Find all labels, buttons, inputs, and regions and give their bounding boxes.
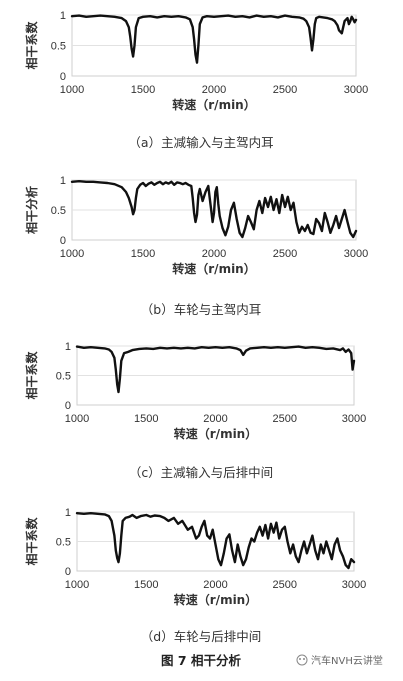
chart-c-xtick-label: 3000	[342, 413, 366, 425]
chart-d-ytick-label: 1	[65, 507, 71, 519]
chart-a: 0 0.5 1 1000 1500 2000 2500 3000 转速（r/min） 相干系数 （a…	[24, 10, 368, 150]
chart-c-coherence-line	[75, 345, 356, 394]
chart-d-x-axis-label: 转速（r/min）	[174, 592, 257, 607]
chart-d-coherence-line	[75, 512, 356, 570]
chart-c-x-axis-label: 转速（r/min）	[174, 426, 257, 441]
chart-c-y-axis-label: 相干系数	[24, 351, 39, 400]
chart-b-coherence-line	[70, 180, 358, 239]
chart-a-coherence-line	[70, 14, 358, 64]
chart-d-y-axis-label: 相干系数	[24, 517, 39, 566]
chart-a-ytick-label: 0.5	[51, 41, 66, 53]
chart-c-ytick-label: 0.5	[56, 371, 71, 383]
chart-b-xtick-label: 1500	[131, 248, 155, 260]
chart-b-xtick-label: 2500	[273, 248, 297, 260]
chart-d-xtick-label: 1000	[65, 579, 89, 591]
chart-a-xtick-label: 2000	[202, 84, 226, 96]
chart-d-xtick-label: 3000	[342, 579, 366, 591]
chart-a-x-axis-label: 转速（r/min）	[172, 97, 255, 112]
chart-a-xtick-label: 1000	[60, 84, 84, 96]
chart-c-xtick-label: 2500	[273, 413, 297, 425]
chart-d-caption: （d）车轮与后排中间	[141, 629, 261, 644]
chart-b-xtick-label: 2000	[202, 248, 226, 260]
chart-b-caption: （b）车轮与主驾内耳	[141, 302, 261, 317]
chart-d-xtick-label: 2000	[203, 579, 227, 591]
chart-c-xtick-label: 2000	[203, 413, 227, 425]
figure-caption: 图 7 相干分析	[161, 653, 241, 668]
chart-b-ytick-label: 0.5	[51, 205, 66, 217]
chart-d-xtick-label: 1500	[134, 579, 158, 591]
watermark-text: 汽车NVH云讲堂	[311, 654, 383, 667]
watermark-logo-icon	[296, 654, 308, 666]
chart-a-y-axis-label: 相干系数	[24, 21, 39, 70]
chart-b-ytick-label: 1	[60, 175, 66, 187]
chart-b-xtick-label: 3000	[344, 248, 368, 260]
chart-a-xtick-label: 2500	[273, 84, 297, 96]
chart-b-xtick-label: 1000	[60, 248, 84, 260]
chart-b-y-axis-label: 相干分析	[24, 186, 39, 234]
chart-d: 0 0.5 1 1000 1500 2000 2500 3000 转速（r/min） 相干系数 （d…	[24, 507, 366, 644]
chart-a-caption: （a）主减输入与主驾内耳	[128, 135, 273, 150]
chart-a-xtick-label: 3000	[344, 84, 368, 96]
chart-c-ytick-label: 1	[65, 341, 71, 353]
chart-b-ytick-label: 0	[60, 235, 66, 247]
chart-b: 0 0.5 1 1000 1500 2000 2500 3000 转速（r/min） 相干分析 （b…	[24, 175, 368, 317]
chart-c-ytick-label: 0	[65, 400, 71, 412]
chart-c: 0 0.5 1 1000 1500 2000 2500 3000 转速（r/min） 相干系数 （c…	[24, 341, 366, 480]
chart-d-ytick-label: 0.5	[56, 537, 71, 549]
chart-c-xtick-label: 1000	[65, 413, 89, 425]
chart-b-x-axis-label: 转速（r/min）	[172, 261, 255, 276]
chart-a-xtick-label: 1500	[131, 84, 155, 96]
chart-c-caption: （c）主减输入与后排中间	[129, 465, 273, 480]
chart-d-xtick-label: 2500	[273, 579, 297, 591]
chart-c-xtick-label: 1500	[134, 413, 158, 425]
chart-d-ytick-label: 0	[65, 566, 71, 578]
chart-a-ytick-label: 1	[60, 10, 66, 22]
watermark: 汽车NVH云讲堂	[296, 654, 383, 667]
chart-a-ytick-label: 0	[60, 71, 66, 83]
